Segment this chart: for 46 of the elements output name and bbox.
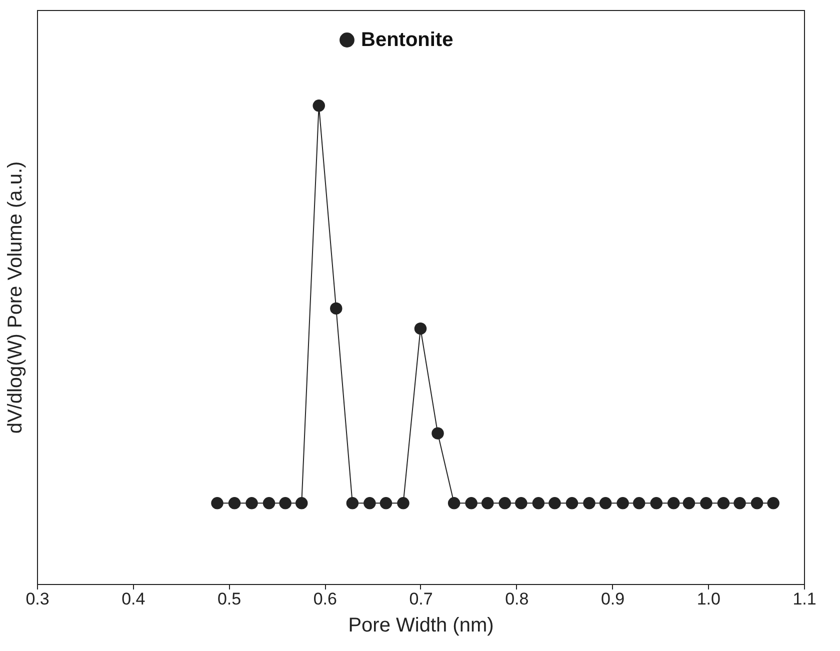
- point: [312, 100, 325, 112]
- point: [498, 497, 511, 510]
- y-axis-title: dV/dlog(W) Pore Volume (a.u.): [4, 161, 26, 434]
- point: [650, 497, 662, 510]
- point: [767, 497, 780, 510]
- x-tick-label: 0.5: [217, 590, 242, 608]
- x-tick-label: 0.4: [122, 590, 146, 608]
- point: [548, 497, 561, 510]
- point: [295, 497, 308, 510]
- point: [717, 497, 730, 510]
- point: [583, 497, 596, 510]
- point: [448, 497, 460, 510]
- point: [682, 497, 696, 510]
- point: [566, 497, 578, 510]
- x-tick-label: 0.3: [26, 590, 50, 608]
- point: [364, 497, 376, 510]
- x-tick-label: 0.9: [600, 590, 625, 608]
- point: [211, 497, 224, 510]
- point: [330, 302, 342, 315]
- point: [481, 497, 494, 510]
- point: [380, 497, 392, 510]
- point: [346, 497, 359, 510]
- x-tick-label: 0.7: [409, 590, 433, 608]
- x-tick-label: 1.0: [696, 590, 720, 608]
- point: [667, 497, 680, 510]
- point: [532, 497, 545, 510]
- x-tick-label: 0.8: [505, 590, 529, 608]
- point: [228, 497, 241, 510]
- point: [465, 497, 478, 510]
- point: [750, 497, 764, 510]
- point: [262, 497, 276, 510]
- point: [397, 497, 410, 510]
- point: [414, 322, 427, 335]
- point: [616, 497, 629, 510]
- point: [515, 497, 528, 510]
- x-tick-label: 1.1: [792, 590, 816, 608]
- x-tick-label: 0.6: [313, 590, 337, 608]
- x-axis-title: Pore Width (nm): [348, 614, 494, 636]
- legend-label: Bentonite: [361, 29, 454, 51]
- point: [599, 497, 612, 510]
- point: [734, 497, 746, 510]
- point: [432, 427, 444, 440]
- point: [279, 497, 292, 510]
- point: [632, 497, 646, 510]
- point: [246, 497, 258, 510]
- point: [700, 497, 712, 510]
